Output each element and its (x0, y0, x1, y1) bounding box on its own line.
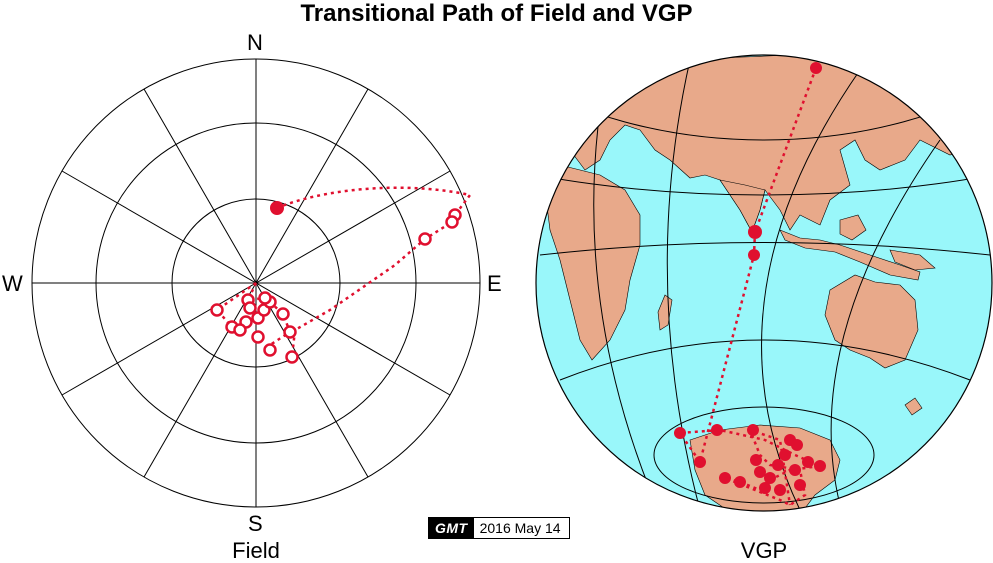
globe-graticule (536, 55, 992, 196)
label-north: N (247, 30, 263, 55)
globe-graticule (593, 109, 651, 491)
globe-graticule (559, 339, 971, 381)
field-point (445, 215, 459, 229)
globe-outline (535, 54, 993, 512)
vgp-points (674, 62, 826, 496)
vgp-point (772, 459, 784, 471)
gmt-timestamp: GMT 2016 May 14 (428, 517, 570, 539)
label-east: E (487, 271, 502, 296)
field-open-points (210, 208, 462, 364)
vgp-point (754, 466, 766, 478)
land-newguinea (889, 249, 936, 271)
land-australia (824, 274, 919, 369)
land-indonesia (779, 229, 921, 281)
label-west: W (2, 271, 23, 296)
vgp-point (747, 424, 759, 436)
globe-graticule (761, 69, 861, 511)
vgp-point (764, 472, 776, 484)
field-point (263, 343, 277, 357)
land-borneo (839, 214, 867, 241)
vgp-point (810, 62, 822, 74)
globe-graticule (653, 406, 875, 504)
field-point (233, 323, 247, 337)
vgp-point (750, 454, 762, 466)
field-panel-label: Field (232, 538, 280, 563)
vgp-point (802, 456, 814, 468)
vgp-panel-label: VGP (740, 538, 788, 563)
land-india (719, 179, 766, 233)
vgp-point (719, 472, 731, 484)
gmt-logo: GMT (429, 518, 474, 538)
vgp-point (789, 464, 801, 476)
globe-graticule (536, 55, 992, 141)
field-point (258, 291, 272, 305)
vgp-point (748, 249, 760, 261)
vgp-point (694, 456, 706, 468)
field-point (210, 303, 224, 317)
field-filled-point (270, 201, 284, 215)
vgp-point (791, 439, 803, 451)
label-south: S (248, 511, 263, 536)
field-point (285, 350, 299, 364)
globe-graticule (666, 59, 701, 511)
vgp-point (779, 449, 791, 461)
page-title: Transitional Path of Field and VGP (300, 0, 693, 27)
field-point (418, 232, 432, 246)
vgp-point (774, 484, 786, 496)
vgp-point (759, 482, 771, 494)
gmt-date: 2016 May 14 (479, 520, 561, 536)
field-point (276, 307, 290, 321)
vgp-point (674, 427, 686, 439)
field-path-west (215, 281, 257, 328)
vgp-point (711, 424, 723, 436)
globe-graticule (830, 139, 941, 506)
field-point (251, 330, 265, 344)
land-africa (544, 164, 641, 361)
field-point (243, 301, 257, 315)
field-point (283, 325, 297, 339)
globe-graticule (539, 242, 991, 256)
land-newzealand (904, 397, 923, 416)
vgp-point (734, 476, 746, 488)
vgp-point (748, 225, 762, 239)
vgp-point (794, 479, 806, 491)
vgp-point (814, 460, 826, 472)
